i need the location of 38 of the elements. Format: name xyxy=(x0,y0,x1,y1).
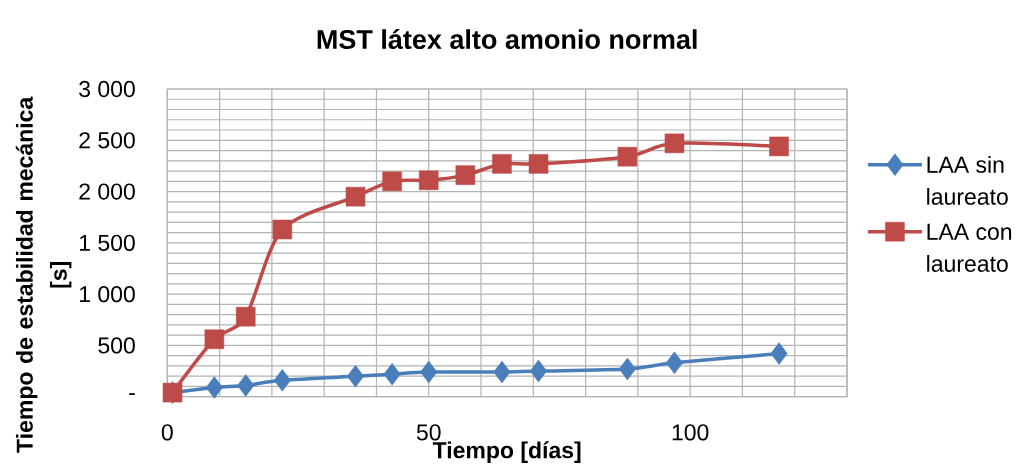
point xyxy=(664,133,685,154)
point xyxy=(347,364,365,388)
legend-label: LAA sin laureato xyxy=(927,155,1008,205)
legend-label: LAA con laureato xyxy=(927,223,1012,272)
point xyxy=(492,154,512,174)
y-tick-label: 1 000 xyxy=(79,285,135,303)
point xyxy=(618,357,636,381)
point xyxy=(455,165,476,185)
y-axis-title: Tiempo de estabilidad mecánica [s] xyxy=(15,96,72,453)
y-tick-label: - xyxy=(129,393,135,395)
y-tick-label: 2 000 xyxy=(79,183,135,200)
point xyxy=(204,329,225,350)
y-tick-label: 500 xyxy=(98,337,135,354)
point xyxy=(235,306,256,327)
point xyxy=(237,374,255,397)
point xyxy=(770,342,788,365)
y-tick-label: 1 500 xyxy=(79,234,135,251)
point xyxy=(420,360,438,384)
point xyxy=(769,136,789,157)
y-tick-label: 3 000 xyxy=(79,80,135,98)
y-tick-label: 2 500 xyxy=(79,132,135,149)
chart-title: MST látex alto amonio normal xyxy=(317,28,697,50)
point xyxy=(493,360,511,384)
point xyxy=(530,359,548,383)
point xyxy=(205,376,223,399)
point xyxy=(382,171,402,192)
x-tick-label: 0 xyxy=(161,424,173,441)
point xyxy=(273,369,291,392)
point xyxy=(345,186,366,207)
x-tick-label: 100 xyxy=(672,424,709,441)
point xyxy=(383,362,401,386)
point xyxy=(272,219,293,240)
point xyxy=(418,170,439,191)
x-tick-label: 50 xyxy=(416,424,441,441)
x-axis-title: Tiempo [días] xyxy=(432,441,581,463)
point xyxy=(528,154,549,174)
point xyxy=(617,146,638,167)
point xyxy=(665,351,683,375)
